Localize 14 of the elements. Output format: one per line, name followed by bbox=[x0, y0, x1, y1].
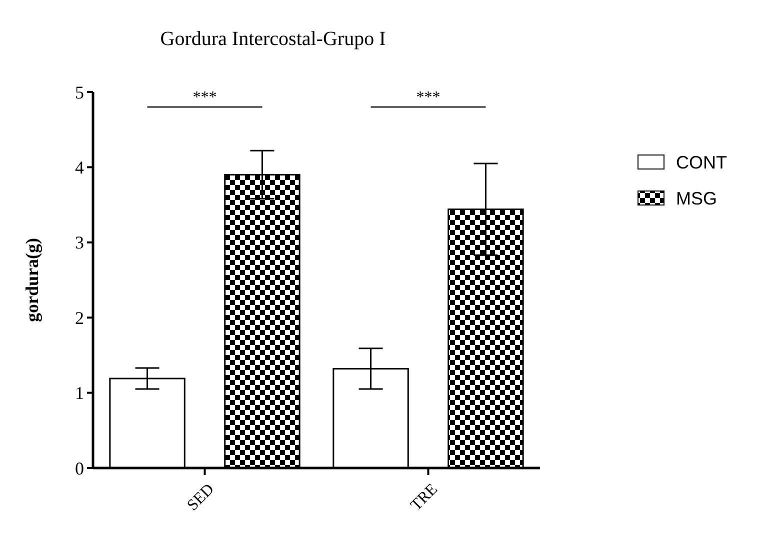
y-tick-label: 2 bbox=[75, 308, 84, 328]
x-tick-label: TRE bbox=[408, 480, 442, 514]
legend-label: CONT bbox=[676, 152, 727, 172]
y-tick-label: 0 bbox=[75, 458, 84, 478]
y-tick-label: 5 bbox=[75, 82, 84, 102]
x-tick-label: SED bbox=[184, 480, 218, 514]
chart-title: Gordura Intercostal-Grupo I bbox=[160, 28, 386, 50]
y-axis-title: gordura(g) bbox=[22, 238, 42, 322]
legend-label: MSG bbox=[676, 188, 718, 208]
annotation: *** bbox=[192, 89, 217, 106]
y-tick-label: 4 bbox=[75, 158, 84, 178]
annotation: *** bbox=[416, 89, 440, 106]
y-tick-label: 1 bbox=[75, 383, 84, 404]
y-tick-label: 3 bbox=[75, 232, 84, 253]
